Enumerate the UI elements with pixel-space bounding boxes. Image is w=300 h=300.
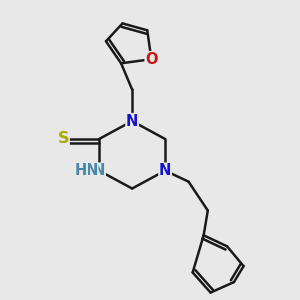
Text: N: N: [126, 114, 138, 129]
Text: N: N: [93, 163, 105, 178]
Text: S: S: [58, 131, 69, 146]
Text: N: N: [85, 163, 98, 178]
Text: O: O: [145, 52, 158, 67]
Text: N: N: [159, 163, 171, 178]
Text: H: H: [75, 163, 87, 178]
